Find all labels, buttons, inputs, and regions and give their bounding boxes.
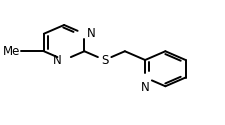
Text: Me: Me (3, 45, 20, 58)
Text: S: S (101, 54, 108, 66)
Text: N: N (141, 81, 149, 94)
Text: N: N (53, 54, 61, 66)
Text: N: N (87, 27, 96, 40)
